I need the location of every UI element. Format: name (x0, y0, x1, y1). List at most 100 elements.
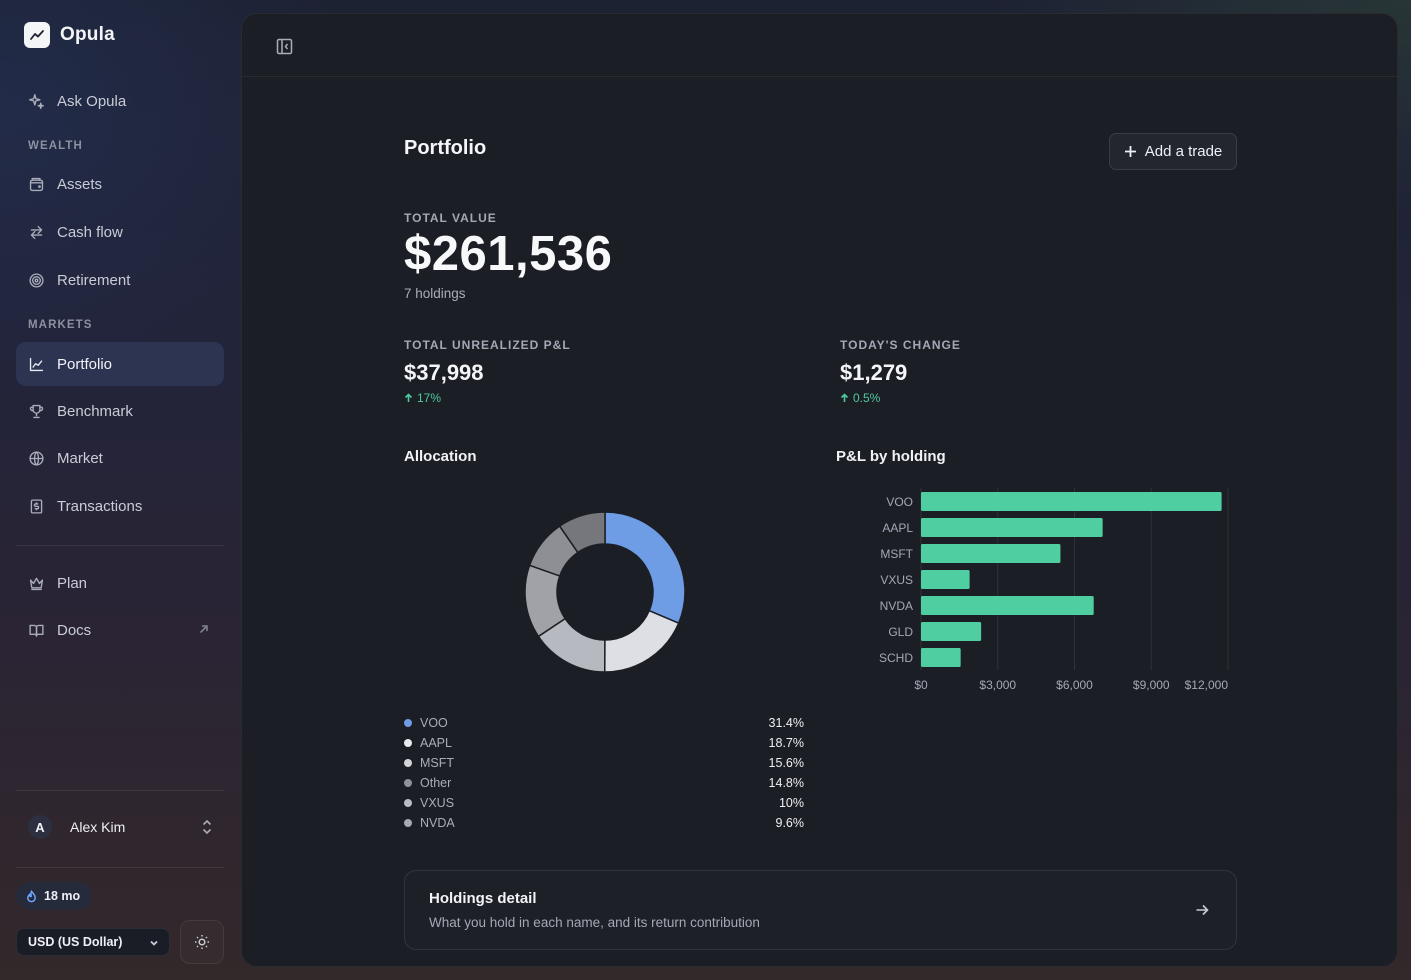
sidebar-divider (16, 867, 224, 868)
bar-aapl (921, 518, 1103, 537)
currency-value: USD (US Dollar) (28, 935, 123, 949)
sparkles-icon (29, 93, 44, 109)
legend-dot (404, 819, 412, 827)
pnl-delta-text: 17% (417, 391, 442, 405)
nav-cash-flow[interactable]: Cash flow (16, 210, 224, 254)
y-tick-label: VXUS (880, 573, 913, 587)
bar-voo (921, 492, 1222, 511)
legend-item: Other 14.8% (404, 773, 804, 793)
book-open-icon (29, 624, 44, 637)
legend-label: NVDA (420, 816, 455, 830)
pnl-value: $37,998 (404, 360, 484, 385)
pnl-label: TOTAL UNREALIZED P&L (404, 338, 571, 352)
holdings-detail-card[interactable]: Holdings detail What you hold in each na… (404, 870, 1237, 950)
theme-toggle-button[interactable] (180, 920, 224, 964)
flame-icon (27, 889, 36, 902)
allocation-title: Allocation (404, 448, 477, 465)
nav-label: Benchmark (57, 402, 133, 420)
top-bar (242, 14, 1397, 77)
x-tick-label: $12,000 (1185, 678, 1229, 692)
sidebar: Opula Ask Opula WEALTH Assets Cash flow … (0, 0, 240, 980)
nav-transactions[interactable]: Transactions (16, 484, 224, 528)
app-name: Opula (60, 24, 115, 45)
legend-value: 31.4% (768, 716, 804, 730)
allocation-donut-chart (524, 511, 686, 673)
arrow-up-icon (840, 393, 849, 402)
pnl-bar-chart: $0 $3,000 $6,000 $9,000 $12,000 VOO AAPL MSFT VX… (879, 488, 1229, 692)
legend-dot (404, 719, 412, 727)
legend-dot (404, 779, 412, 787)
plus-icon (1124, 146, 1136, 157)
arrows-swap-icon (30, 225, 43, 239)
y-tick-label: VOO (886, 495, 913, 509)
legend-item: NVDA 9.6% (404, 813, 804, 833)
user-menu[interactable]: A Alex Kim (16, 804, 224, 850)
add-trade-label: Add a trade (1144, 143, 1223, 160)
bar-schd (921, 648, 961, 667)
legend-value: 15.6% (768, 756, 804, 770)
avatar: A (28, 815, 52, 839)
receipt-icon (30, 498, 43, 514)
bar-gld (921, 622, 982, 641)
today-change-label: TODAY'S CHANGE (840, 338, 961, 352)
nav-portfolio[interactable]: Portfolio (16, 342, 224, 386)
donut-slice-voo (604, 511, 686, 625)
legend-item: VXUS 10% (404, 793, 804, 813)
bar-msft (921, 544, 1061, 563)
app-logo[interactable]: Opula (24, 22, 115, 48)
x-tick-label: $9,000 (1133, 678, 1170, 692)
today-delta-text: 0.5% (853, 391, 881, 405)
streak-badge: 18 mo (16, 882, 93, 910)
legend-value: 14.8% (768, 776, 804, 790)
sidebar-toggle-button[interactable] (272, 34, 296, 58)
legend-value: 18.7% (768, 736, 804, 750)
today-change-value: $1,279 (840, 360, 908, 385)
total-value: $261,536 (404, 227, 613, 281)
user-name: Alex Kim (70, 819, 126, 835)
currency-select[interactable]: USD (US Dollar) (16, 928, 170, 956)
nav-label: Transactions (57, 497, 143, 515)
nav-benchmark[interactable]: Benchmark (16, 389, 224, 433)
y-tick-label: NVDA (880, 599, 913, 613)
line-chart-icon (29, 357, 44, 371)
nav-ask-opula[interactable]: Ask Opula (16, 79, 224, 123)
nav-label: Assets (57, 175, 103, 193)
nav-retirement[interactable]: Retirement (16, 258, 224, 302)
legend-item: MSFT 15.6% (404, 753, 804, 773)
nav-market[interactable]: Market (16, 436, 224, 480)
y-tick-label: MSFT (880, 547, 913, 561)
holdings-count: 7 holdings (404, 286, 466, 301)
nav-assets[interactable]: Assets (16, 162, 224, 206)
legend-item: VOO 31.4% (404, 713, 804, 733)
allocation-legend: VOO 31.4% AAPL 18.7% MSFT 15.6% Other 14.8% VXUS… (404, 713, 804, 833)
legend-item: AAPL 18.7% (404, 733, 804, 753)
legend-label: VXUS (420, 796, 455, 810)
bar-vxus (921, 570, 970, 589)
nav-label: Cash flow (57, 223, 123, 241)
external-link-icon (198, 622, 212, 636)
nav-label: Plan (57, 574, 88, 592)
section-markets: MARKETS (28, 319, 93, 331)
arrow-up-icon (404, 393, 413, 402)
arrow-right-icon (1194, 902, 1210, 923)
page-title: Portfolio (404, 137, 487, 159)
legend-label: AAPL (420, 736, 452, 750)
globe-icon (29, 450, 44, 466)
legend-dot (404, 799, 412, 807)
total-value-label: TOTAL VALUE (404, 211, 497, 225)
y-tick-label: AAPL (882, 521, 913, 535)
y-tick-label: SCHD (879, 651, 913, 665)
sun-icon (195, 935, 209, 949)
pnl-by-holding-title: P&L by holding (836, 448, 946, 465)
nav-label: Ask Opula (57, 92, 127, 110)
add-trade-button[interactable]: Add a trade (1109, 133, 1237, 170)
x-tick-label: $3,000 (979, 678, 1016, 692)
nav-docs[interactable]: Docs (16, 608, 224, 652)
nav-plan[interactable]: Plan (16, 561, 224, 605)
target-icon (29, 272, 44, 288)
crown-icon (29, 577, 44, 590)
pnl-delta: 17% (404, 391, 441, 405)
legend-label: Other (420, 776, 452, 790)
nav-label: Retirement (57, 271, 131, 289)
holdings-detail-title: Holdings detail (429, 890, 537, 907)
